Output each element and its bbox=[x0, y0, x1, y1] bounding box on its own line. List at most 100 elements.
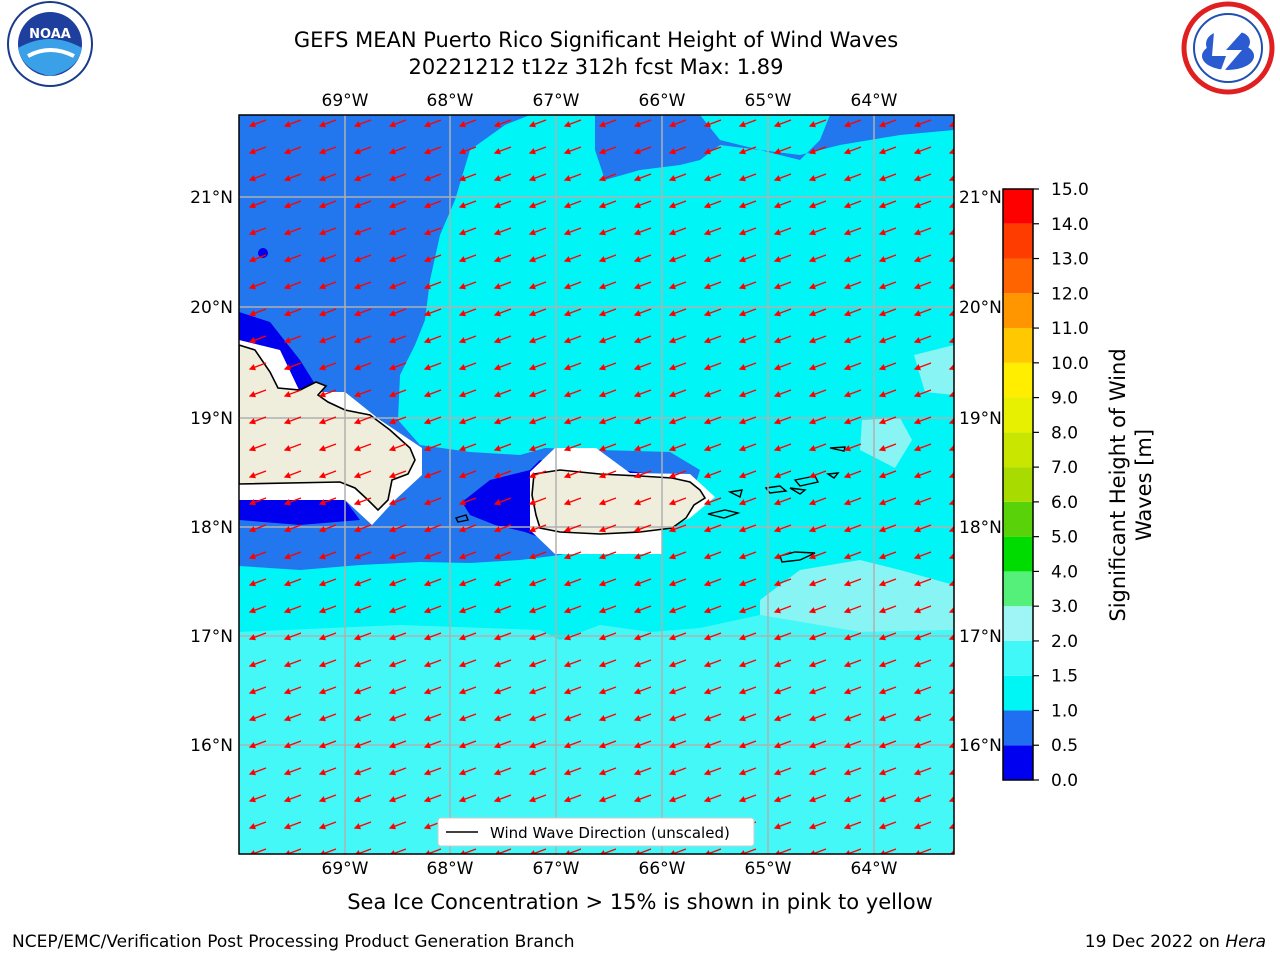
wave-direction-arrow bbox=[633, 362, 652, 371]
wave-direction-arrow bbox=[283, 605, 302, 614]
wave-direction-arrow bbox=[423, 659, 442, 668]
wave-direction-arrow bbox=[808, 686, 827, 695]
wave-direction-arrow bbox=[493, 362, 512, 371]
wave-direction-arrow bbox=[493, 389, 512, 398]
latitude-label: 20°N bbox=[190, 298, 233, 318]
wave-direction-arrow bbox=[318, 686, 337, 695]
wave-direction-arrow bbox=[423, 794, 442, 803]
footer-host: Hera bbox=[1225, 932, 1266, 952]
wave-direction-arrow bbox=[353, 686, 372, 695]
wave-direction-arrow bbox=[738, 848, 757, 854]
wave-direction-arrow bbox=[423, 551, 442, 560]
wave-direction-arrow bbox=[598, 200, 617, 209]
wave-direction-arrow bbox=[633, 119, 652, 128]
noaa-logo-text: NOAA bbox=[29, 27, 71, 42]
wave-direction-arrow bbox=[493, 524, 512, 533]
wave-direction-arrow bbox=[878, 146, 897, 155]
colorbar-segment bbox=[1003, 432, 1033, 468]
wave-direction-arrow bbox=[738, 119, 757, 128]
latitude-label: 20°N bbox=[959, 298, 1002, 318]
colorbar-tick-label: 3.0 bbox=[1051, 597, 1078, 617]
wave-direction-arrow bbox=[843, 281, 862, 290]
wave-direction-arrow bbox=[738, 497, 757, 506]
wave-direction-arrow bbox=[318, 443, 337, 452]
wave-direction-arrow bbox=[528, 389, 547, 398]
wave-direction-arrow bbox=[843, 200, 862, 209]
wave-direction-arrow bbox=[528, 713, 547, 722]
wave-direction-arrow bbox=[948, 310, 954, 317]
wave-direction-arrow bbox=[528, 254, 547, 263]
wave-direction-arrow bbox=[773, 578, 792, 587]
colorbar-segment bbox=[1003, 606, 1033, 641]
wave-direction-arrow bbox=[528, 200, 547, 209]
wave-direction-arrow bbox=[948, 202, 954, 209]
wave-direction-arrow bbox=[423, 173, 442, 182]
wave-direction-arrow bbox=[423, 713, 442, 722]
wave-direction-arrow bbox=[458, 848, 477, 854]
wave-direction-arrow bbox=[913, 362, 932, 371]
wave-direction-arrow bbox=[738, 308, 757, 317]
wave-direction-arrow bbox=[318, 848, 337, 854]
latitude-label: 16°N bbox=[959, 736, 1002, 756]
wave-direction-arrow bbox=[913, 254, 932, 263]
wave-direction-arrow bbox=[458, 686, 477, 695]
wave-direction-arrow bbox=[563, 497, 582, 506]
wave-direction-arrow bbox=[703, 686, 722, 695]
wave-direction-arrow bbox=[318, 470, 337, 479]
wave-direction-arrow bbox=[773, 146, 792, 155]
wave-direction-arrow bbox=[528, 335, 547, 344]
wave-direction-arrow bbox=[878, 308, 897, 317]
wave-direction-arrow bbox=[563, 794, 582, 803]
wave-direction-arrow bbox=[773, 254, 792, 263]
wind-wave-arrows bbox=[248, 119, 954, 854]
wave-direction-arrow bbox=[773, 713, 792, 722]
wave-direction-arrow bbox=[248, 389, 267, 398]
colorbar-tick-label: 2.0 bbox=[1051, 632, 1078, 652]
wave-direction-arrow bbox=[353, 146, 372, 155]
wave-direction-arrow bbox=[913, 200, 932, 209]
wave-direction-arrow bbox=[773, 470, 792, 479]
wave-direction-arrow bbox=[878, 578, 897, 587]
wave-direction-arrow bbox=[633, 848, 652, 854]
wave-direction-arrow bbox=[458, 470, 477, 479]
wave-direction-arrow bbox=[353, 821, 372, 830]
wave-direction-arrow bbox=[283, 497, 302, 506]
wave-direction-arrow bbox=[353, 173, 372, 182]
wave-direction-arrow bbox=[633, 308, 652, 317]
wave-direction-arrow bbox=[808, 551, 827, 560]
wave-direction-arrow bbox=[633, 551, 652, 560]
wave-direction-arrow bbox=[318, 524, 337, 533]
wave-direction-arrow bbox=[248, 119, 267, 128]
wave-direction-arrow bbox=[703, 551, 722, 560]
wave-direction-arrow bbox=[458, 740, 477, 749]
wave-direction-arrow bbox=[283, 470, 302, 479]
wave-direction-arrow bbox=[913, 146, 932, 155]
wave-direction-arrow bbox=[633, 632, 652, 641]
wave-direction-arrow bbox=[388, 416, 407, 425]
wave-direction-arrow bbox=[668, 551, 687, 560]
wave-direction-arrow bbox=[388, 227, 407, 236]
wave-direction-arrow bbox=[598, 470, 617, 479]
wave-direction-arrow bbox=[808, 497, 827, 506]
wave-direction-arrow bbox=[493, 713, 512, 722]
wave-direction-arrow bbox=[913, 794, 932, 803]
wave-direction-arrow bbox=[528, 362, 547, 371]
wave-direction-arrow bbox=[878, 119, 897, 128]
wave-direction-arrow bbox=[318, 740, 337, 749]
wave-direction-arrow bbox=[423, 389, 442, 398]
wave-direction-arrow bbox=[738, 200, 757, 209]
wave-direction-arrow bbox=[808, 335, 827, 344]
wave-direction-arrow bbox=[913, 416, 932, 425]
wave-direction-arrow bbox=[318, 389, 337, 398]
wave-direction-arrow bbox=[318, 551, 337, 560]
wave-direction-arrow bbox=[563, 686, 582, 695]
longitude-label: 69°W bbox=[322, 91, 369, 111]
longitude-label: 66°W bbox=[639, 91, 686, 111]
wave-direction-arrow bbox=[563, 308, 582, 317]
wave-direction-arrow bbox=[913, 848, 932, 854]
wave-direction-arrow bbox=[598, 389, 617, 398]
wave-direction-arrow bbox=[248, 470, 267, 479]
wave-direction-arrow bbox=[843, 254, 862, 263]
wave-direction-arrow bbox=[948, 580, 954, 587]
wave-direction-arrow bbox=[458, 173, 477, 182]
